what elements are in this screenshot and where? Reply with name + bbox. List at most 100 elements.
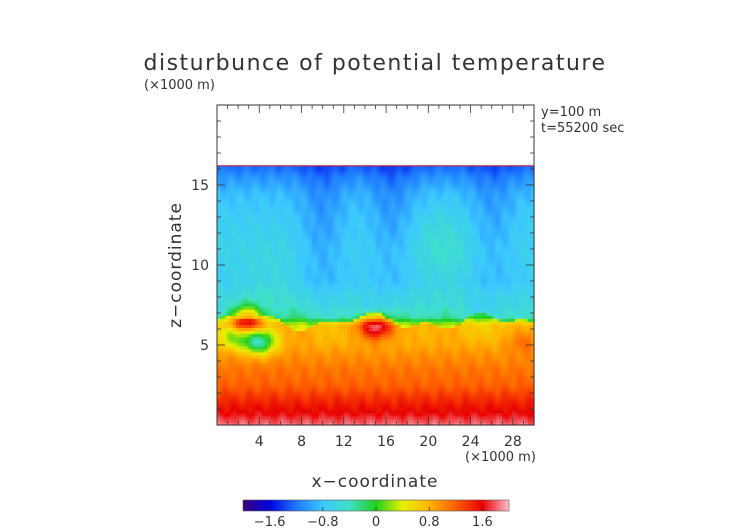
heatmap-cell <box>508 290 513 295</box>
heatmap-cell <box>419 373 424 377</box>
heatmap-cell <box>432 348 437 353</box>
heatmap-cell <box>476 284 481 289</box>
heatmap-cell <box>245 272 250 277</box>
heatmap-cell <box>324 278 329 283</box>
heatmap-cell <box>400 415 405 420</box>
heatmap-cell <box>521 281 526 286</box>
heatmap-cell <box>495 299 500 304</box>
heatmap-cell <box>337 339 342 344</box>
heatmap-cell <box>220 385 224 390</box>
heatmap-cell <box>331 333 335 338</box>
heatmap-cell <box>495 339 500 344</box>
heatmap-cell <box>470 315 475 319</box>
heatmap-cell <box>400 400 405 405</box>
heatmap-cell <box>365 360 370 365</box>
heatmap-cell <box>511 299 516 304</box>
heatmap-cell <box>499 406 503 411</box>
heatmap-cell <box>356 318 361 322</box>
heatmap-cell <box>400 306 405 310</box>
heatmap-cell <box>423 272 427 277</box>
heatmap-cell <box>248 336 253 341</box>
heatmap-cell <box>362 415 367 420</box>
heatmap-cell <box>391 306 396 310</box>
heatmap-cell <box>223 357 228 362</box>
heatmap-cell <box>293 309 297 313</box>
heatmap-cell <box>524 412 529 417</box>
heatmap-cell <box>337 403 342 408</box>
heatmap-cell <box>239 318 243 322</box>
heatmap-cell <box>378 336 383 341</box>
heatmap-cell <box>286 412 291 417</box>
heatmap-cell <box>261 303 266 307</box>
heatmap-cell <box>448 321 453 325</box>
heatmap-cell <box>480 281 484 286</box>
heatmap-cell <box>385 354 389 359</box>
heatmap-cell <box>331 351 335 356</box>
heatmap-cell <box>270 412 275 417</box>
heatmap-cell <box>308 385 313 390</box>
heatmap-cell <box>388 354 392 359</box>
heatmap-cell <box>220 324 224 329</box>
heatmap-cell <box>369 364 373 368</box>
heatmap-cell <box>343 293 348 298</box>
heatmap-cell <box>289 318 294 322</box>
heatmap-cell <box>416 272 421 277</box>
heatmap-cell <box>327 382 332 386</box>
heatmap-cell <box>346 342 351 347</box>
heatmap-cell <box>283 315 288 319</box>
heatmap-cell <box>293 321 297 325</box>
heatmap-cell <box>340 409 345 414</box>
heatmap-cell <box>419 324 424 329</box>
heatmap-cell <box>340 290 345 295</box>
heatmap-cell <box>445 385 450 390</box>
heatmap-cell <box>489 293 494 298</box>
heatmap-cell <box>435 339 440 344</box>
heatmap-cell <box>457 379 462 383</box>
heatmap-cell <box>508 357 513 362</box>
heatmap-cell <box>423 290 427 295</box>
heatmap-cell <box>391 315 396 319</box>
heatmap-cell <box>473 367 478 371</box>
heatmap-cell <box>388 351 392 356</box>
heatmap-cell <box>394 367 399 371</box>
heatmap-cell <box>229 348 234 353</box>
heatmap-cell <box>239 290 243 295</box>
heatmap-cell <box>464 421 469 426</box>
heatmap-cell <box>480 403 484 408</box>
heatmap-cell <box>476 315 481 319</box>
heatmap-cell <box>239 299 243 304</box>
heatmap-cell <box>356 421 361 426</box>
heatmap-cell <box>232 336 237 341</box>
heatmap-cell <box>413 299 418 304</box>
heatmap-cell <box>337 342 342 347</box>
heatmap-cell <box>426 348 430 353</box>
heatmap-cell <box>267 272 272 277</box>
heatmap-cell <box>394 357 399 362</box>
heatmap-cell <box>305 391 310 396</box>
heatmap-cell <box>432 336 437 341</box>
heatmap-cell <box>375 382 380 386</box>
heatmap-cell <box>226 412 231 417</box>
heatmap-cell <box>242 403 247 408</box>
heatmap-cell <box>365 287 370 292</box>
heatmap-cell <box>346 357 351 362</box>
heatmap-cell <box>372 376 377 380</box>
heatmap-cell <box>521 360 526 365</box>
heatmap-cell <box>239 293 243 298</box>
heatmap-cell <box>331 281 335 286</box>
heatmap-cell <box>223 333 228 338</box>
heatmap-cell <box>480 394 484 399</box>
heatmap-cell <box>372 281 377 286</box>
heatmap-cell <box>375 321 380 325</box>
heatmap-cell <box>483 290 488 295</box>
heatmap-cell <box>470 330 475 335</box>
heatmap-cell <box>499 373 503 377</box>
heatmap-cell <box>394 345 399 350</box>
heatmap-cell <box>337 327 342 332</box>
heatmap-cell <box>343 409 348 414</box>
heatmap-cell <box>270 342 275 347</box>
heatmap-cell <box>385 379 389 383</box>
heatmap-cell <box>451 293 456 298</box>
heatmap-cell <box>369 333 373 338</box>
heatmap-cell <box>289 406 294 411</box>
